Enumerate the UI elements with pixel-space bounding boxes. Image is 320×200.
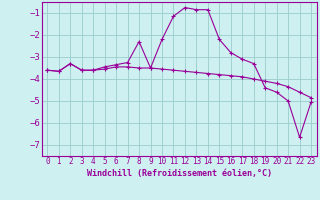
X-axis label: Windchill (Refroidissement éolien,°C): Windchill (Refroidissement éolien,°C) <box>87 169 272 178</box>
